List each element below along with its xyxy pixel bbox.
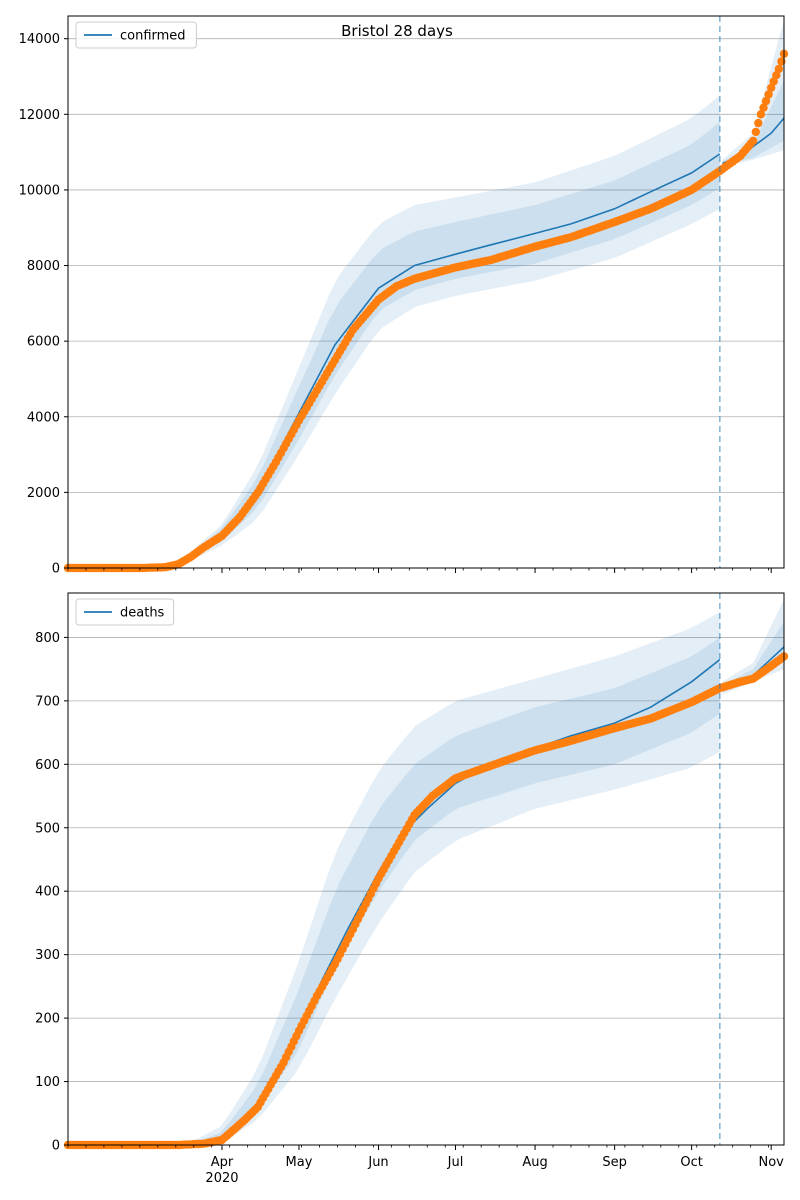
y-tick-label: 10000 bbox=[19, 183, 60, 198]
y-tick-label: 400 bbox=[35, 885, 60, 900]
legend-label: confirmed bbox=[120, 29, 186, 44]
observed-point bbox=[756, 110, 766, 119]
uncertainty-band bbox=[722, 80, 784, 166]
x-tick-label: Oct bbox=[680, 1155, 702, 1170]
x-year-label: 2020 bbox=[205, 1171, 238, 1186]
observed-point bbox=[751, 127, 760, 137]
y-tick-label: 0 bbox=[52, 562, 60, 577]
x-tick-label: Sep bbox=[602, 1155, 627, 1170]
y-tick-label: 12000 bbox=[19, 108, 60, 123]
observed-point bbox=[774, 64, 784, 74]
x-tick-label: May bbox=[286, 1155, 313, 1170]
y-tick-label: 600 bbox=[35, 758, 60, 773]
observed-point bbox=[764, 90, 773, 99]
observed-point bbox=[769, 77, 778, 86]
confirmed-panel: 0 2000 4000 6000 8000 10000 12000 14000 confirme… bbox=[19, 15, 789, 577]
y-tick-label: 2000 bbox=[27, 486, 60, 501]
observed-point bbox=[761, 96, 771, 106]
observed-point bbox=[754, 118, 763, 128]
x-tick-label: Jun bbox=[367, 1155, 388, 1170]
legend-label: deaths bbox=[120, 606, 165, 621]
x-tick-label: Aug bbox=[522, 1155, 547, 1170]
figure-title: Bristol 28 days bbox=[341, 22, 453, 40]
uncertainty-band bbox=[68, 95, 720, 569]
x-tick-label: Jul bbox=[447, 1155, 464, 1170]
deaths-panel: 0 100 200 300 400 500 600 700 800 Apr May Jun Jul Aug… bbox=[35, 592, 789, 1186]
y-tick-label: 14000 bbox=[19, 32, 60, 47]
observed-point bbox=[749, 136, 758, 145]
x-tick-label: Apr bbox=[211, 1155, 234, 1170]
y-tick-label: 4000 bbox=[27, 410, 60, 425]
y-tick-label: 300 bbox=[35, 948, 60, 963]
y-tick-label: 6000 bbox=[27, 335, 60, 350]
axes-frame bbox=[67, 15, 785, 569]
y-tick-label: 100 bbox=[35, 1075, 60, 1090]
uncertainty-band bbox=[68, 121, 720, 569]
legend-box bbox=[75, 21, 197, 49]
uncertainty-band bbox=[722, 19, 784, 168]
observed-point bbox=[767, 83, 776, 93]
y-tick-label: 700 bbox=[35, 694, 60, 709]
legend-box bbox=[75, 598, 175, 626]
y-tick-label: 800 bbox=[35, 631, 60, 646]
y-tick-label: 500 bbox=[35, 821, 60, 836]
uncertainty-band bbox=[68, 637, 720, 1145]
axes-frame bbox=[67, 592, 785, 1146]
x-tick-label: Nov bbox=[758, 1155, 784, 1170]
observed-point bbox=[759, 103, 768, 112]
y-tick-label: 200 bbox=[35, 1012, 60, 1027]
observed-point bbox=[772, 71, 781, 80]
y-tick-label: 0 bbox=[52, 1139, 60, 1154]
y-tick-label: 8000 bbox=[27, 259, 60, 274]
